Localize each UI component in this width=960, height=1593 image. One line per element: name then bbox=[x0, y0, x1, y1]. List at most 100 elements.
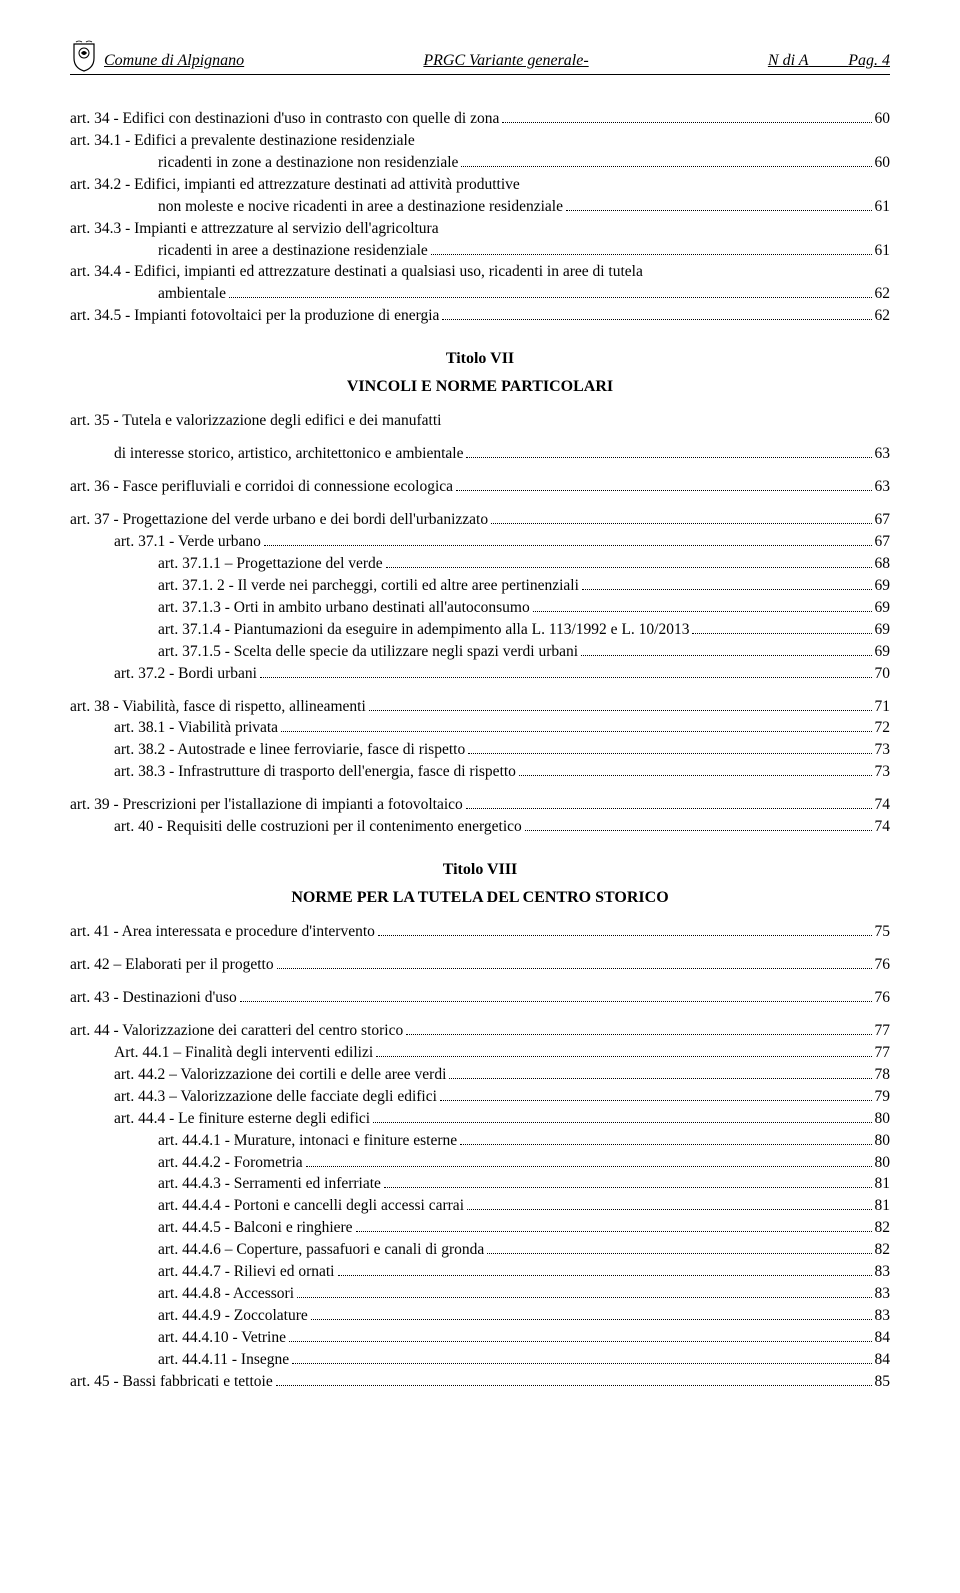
toc-entry-page: 77 bbox=[875, 1021, 891, 1042]
toc-entry-label: art. 45 - Bassi fabbricati e tettoie bbox=[70, 1372, 273, 1393]
toc-leader-dots bbox=[525, 830, 872, 831]
toc-entry: ambientale 62 bbox=[70, 284, 890, 305]
section-subtitle: VINCOLI E NORME PARTICOLARI bbox=[70, 376, 890, 398]
toc-entry-label: art. 44.4.5 - Balconi e ringhiere bbox=[158, 1218, 353, 1239]
toc-entry: art. 44.4.2 - Forometria 80 bbox=[70, 1153, 890, 1174]
toc-leader-dots bbox=[502, 122, 871, 123]
toc-entry-label: art. 43 - Destinazioni d'uso bbox=[70, 988, 237, 1009]
toc-entry: art. 44.4.11 - Insegne 84 bbox=[70, 1350, 890, 1371]
toc-entry-label: art. 44.4.6 – Coperture, passafuori e ca… bbox=[158, 1240, 484, 1261]
toc-entry-page: 69 bbox=[875, 576, 891, 597]
toc-leader-dots bbox=[289, 1341, 872, 1342]
toc-entry-label: art. 36 - Fasce perifluviali e corridoi … bbox=[70, 477, 453, 498]
toc-entry-page: 63 bbox=[875, 444, 891, 465]
toc-entry-page: 80 bbox=[875, 1109, 891, 1130]
toc-entry: art. 34.2 - Edifici, impianti ed attrezz… bbox=[70, 175, 890, 196]
toc-entry-label: art. 44.4.9 - Zoccolature bbox=[158, 1306, 308, 1327]
header-page-number: 4 bbox=[882, 52, 890, 69]
toc-entry: art. 44.4.5 - Balconi e ringhiere 82 bbox=[70, 1218, 890, 1239]
toc-leader-dots bbox=[449, 1078, 871, 1079]
toc-entry-page: 81 bbox=[875, 1196, 891, 1217]
spacer bbox=[70, 784, 890, 794]
toc-entry: art. 38.3 - Infrastrutture di trasporto … bbox=[70, 762, 890, 783]
toc-entry-page: 61 bbox=[875, 197, 891, 218]
toc-leader-dots bbox=[376, 1056, 871, 1057]
toc-leader-dots bbox=[461, 166, 871, 167]
toc-entry: art. 44.4.10 - Vetrine 84 bbox=[70, 1328, 890, 1349]
toc-leader-dots bbox=[491, 523, 871, 524]
toc-entry-page: 71 bbox=[875, 697, 891, 718]
toc-entry-page: 67 bbox=[875, 532, 891, 553]
toc-entry-page: 72 bbox=[875, 718, 891, 739]
spacer bbox=[70, 499, 890, 509]
toc-leader-dots bbox=[466, 808, 872, 809]
toc-entry-label: art. 44.4 - Le finiture esterne degli ed… bbox=[114, 1109, 370, 1130]
toc-entry-page: 62 bbox=[875, 284, 891, 305]
toc-entry-label: art. 44 - Valorizzazione dei caratteri d… bbox=[70, 1021, 403, 1042]
toc-entry-label: art. 38 - Viabilità, fasce di rispetto, … bbox=[70, 697, 366, 718]
toc-entry-label: art. 37.1. 2 - Il verde nei parcheggi, c… bbox=[158, 576, 579, 597]
toc-entry: art. 44.3 – Valorizzazione delle facciat… bbox=[70, 1087, 890, 1108]
toc-entry: art. 44.2 – Valorizzazione dei cortili e… bbox=[70, 1065, 890, 1086]
toc-leader-dots bbox=[356, 1231, 872, 1232]
toc-entry-label: art. 34.5 - Impianti fotovoltaici per la… bbox=[70, 306, 439, 327]
toc-entry-page: 60 bbox=[875, 109, 891, 130]
toc-entry-label: art. 42 – Elaborati per il progetto bbox=[70, 955, 274, 976]
toc-leader-dots bbox=[456, 490, 871, 491]
toc-entry: art. 37.2 - Bordi urbani 70 bbox=[70, 664, 890, 685]
toc-entry-page: 74 bbox=[875, 817, 891, 838]
toc-entry: art. 44.4.6 – Coperture, passafuori e ca… bbox=[70, 1240, 890, 1261]
spacer bbox=[70, 977, 890, 987]
toc-leader-dots bbox=[386, 567, 872, 568]
toc-leader-dots bbox=[311, 1319, 872, 1320]
toc-entry: art. 37.1.4 - Piantumazioni da eseguire … bbox=[70, 620, 890, 641]
toc-leader-dots bbox=[533, 611, 872, 612]
toc-entry: non moleste e nocive ricadenti in aree a… bbox=[70, 197, 890, 218]
toc-entry-label: art. 34.1 - Edifici a prevalente destina… bbox=[70, 131, 415, 152]
toc-entry: art. 34.3 - Impianti e attrezzature al s… bbox=[70, 219, 890, 240]
toc-leader-dots bbox=[264, 545, 872, 546]
toc-leader-dots bbox=[297, 1297, 871, 1298]
toc-entry-page: 60 bbox=[875, 153, 891, 174]
spacer bbox=[70, 1010, 890, 1020]
toc-entry: art. 37.1.1 – Progettazione del verde 68 bbox=[70, 554, 890, 575]
toc-entry: art. 44.4 - Le finiture esterne degli ed… bbox=[70, 1109, 890, 1130]
toc-entry-label: ricadenti in aree a destinazione residen… bbox=[158, 241, 428, 262]
toc-entry-label: art. 37 - Progettazione del verde urbano… bbox=[70, 510, 488, 531]
toc-entry-page: 84 bbox=[875, 1350, 891, 1371]
toc-entry-label: art. 34.4 - Edifici, impianti ed attrezz… bbox=[70, 262, 643, 283]
toc-leader-dots bbox=[240, 1001, 872, 1002]
toc-entry-page: 85 bbox=[875, 1372, 891, 1393]
toc-entry-page: 76 bbox=[875, 955, 891, 976]
toc-entry-page: 82 bbox=[875, 1240, 891, 1261]
toc-leader-dots bbox=[292, 1363, 871, 1364]
toc-entry-label: art. 34 - Edifici con destinazioni d'uso… bbox=[70, 109, 499, 130]
toc-leader-dots bbox=[431, 254, 872, 255]
toc-leader-dots bbox=[277, 968, 872, 969]
toc-entry: art. 44.4.9 - Zoccolature 83 bbox=[70, 1306, 890, 1327]
toc-entry: art. 34.1 - Edifici a prevalente destina… bbox=[70, 131, 890, 152]
section-title: Titolo VIII bbox=[70, 859, 890, 881]
toc-entry: art. 38.2 - Autostrade e linee ferroviar… bbox=[70, 740, 890, 761]
toc-entry: ricadenti in aree a destinazione residen… bbox=[70, 241, 890, 262]
toc-entry-label: art. 37.1.5 - Scelta delle specie da uti… bbox=[158, 642, 578, 663]
toc-entry: art. 37.1. 2 - Il verde nei parcheggi, c… bbox=[70, 576, 890, 597]
toc-leader-dots bbox=[260, 677, 872, 678]
toc-entry-label: art. 38.1 - Viabilità privata bbox=[114, 718, 278, 739]
toc-entry: art. 34 - Edifici con destinazioni d'uso… bbox=[70, 109, 890, 130]
toc-entry-page: 69 bbox=[875, 598, 891, 619]
toc-leader-dots bbox=[442, 319, 871, 320]
toc-entry: art. 38.1 - Viabilità privata 72 bbox=[70, 718, 890, 739]
toc-leader-dots bbox=[384, 1187, 872, 1188]
toc-entry: art. 37 - Progettazione del verde urbano… bbox=[70, 510, 890, 531]
toc-entry-label: art. 34.3 - Impianti e attrezzature al s… bbox=[70, 219, 439, 240]
toc-entry-label: art. 37.2 - Bordi urbani bbox=[114, 664, 257, 685]
toc-entry: art. 34.4 - Edifici, impianti ed attrezz… bbox=[70, 262, 890, 283]
toc-entry: art. 39 - Prescrizioni per l'istallazion… bbox=[70, 795, 890, 816]
toc-entry-label: art. 44.4.11 - Insegne bbox=[158, 1350, 289, 1371]
toc-entry-page: 83 bbox=[875, 1306, 891, 1327]
toc-entry-page: 75 bbox=[875, 922, 891, 943]
toc-entry-page: 67 bbox=[875, 510, 891, 531]
toc-leader-dots bbox=[519, 775, 872, 776]
page-header: Comune di Alpignano PRGC Variante genera… bbox=[70, 40, 890, 75]
